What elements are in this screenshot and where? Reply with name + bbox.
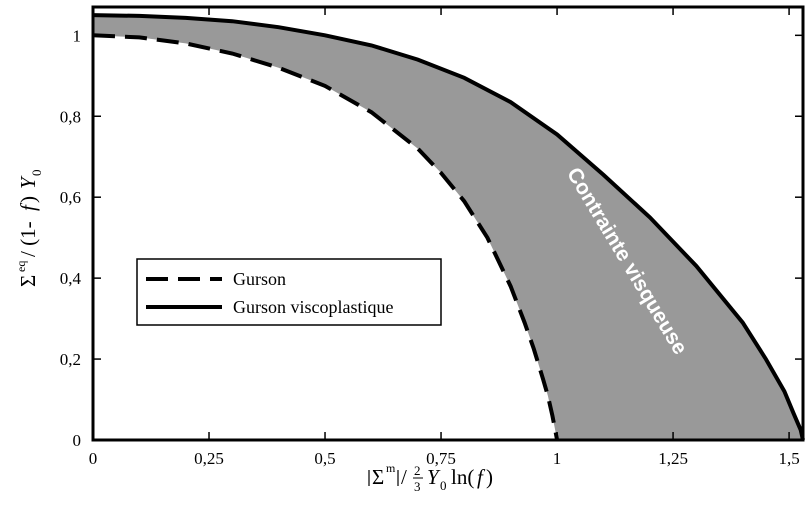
svg-text:/: / [401,465,407,489]
viscous-stress-region [93,15,803,440]
svg-text:): ) [486,465,493,489]
plot-frame [91,5,805,442]
legend: Gurson Gurson viscoplastique [136,258,442,326]
svg-text:eq: eq [14,261,28,272]
x-tick-label: 0,25 [194,449,224,468]
svg-text:m: m [386,461,396,475]
svg-text:): ) [16,196,40,203]
y-tick-label: 0,6 [60,188,81,207]
y-tick-label: 0,2 [60,350,81,369]
svg-text:Y: Y [16,175,40,189]
series-line-gurson [92,33,560,441]
x-axis-ticks: 0 0,25 0,5 0,75 1 1,25 1,5 [89,7,800,468]
svg-text:/ (1-: / (1- [16,221,40,257]
svg-text:ln(: ln( [451,465,474,489]
y-tick-label: 1 [73,26,82,45]
svg-text:0: 0 [29,170,44,177]
series-line-gurson-viscoplastique [92,13,805,441]
svg-text:f: f [477,465,486,489]
svg-text:Σ: Σ [372,465,384,489]
x-tick-label: 1,25 [658,449,688,468]
x-tick-label: 0 [89,449,98,468]
svg-text:3: 3 [414,479,421,494]
y-tick-label: 0,4 [60,269,82,288]
legend-box [136,258,442,326]
x-tick-label: 0,5 [314,449,335,468]
legend-label-gurson-viscoplastique: Gurson viscoplastique [233,297,393,317]
svg-text:Y: Y [427,465,441,489]
y-tick-label: 0 [73,431,82,450]
x-tick-label: 1 [553,449,562,468]
x-tick-label: 1,5 [778,449,799,468]
y-axis-label: Σ eq / (1- f ) Y 0 [14,170,44,288]
svg-text:0: 0 [440,478,447,493]
y-tick-label: 0,8 [60,107,81,126]
svg-text:2: 2 [414,463,421,478]
x-tick-label: 0,75 [426,449,456,468]
y-axis-ticks: 0 0,2 0,4 0,6 0,8 1 [60,26,803,450]
x-axis-label: Σ m / 2 3 Y 0 ln( f ) [368,461,493,494]
legend-label-gurson: Gurson [233,269,286,289]
svg-text:f: f [16,202,40,211]
svg-text:Σ: Σ [16,275,40,287]
